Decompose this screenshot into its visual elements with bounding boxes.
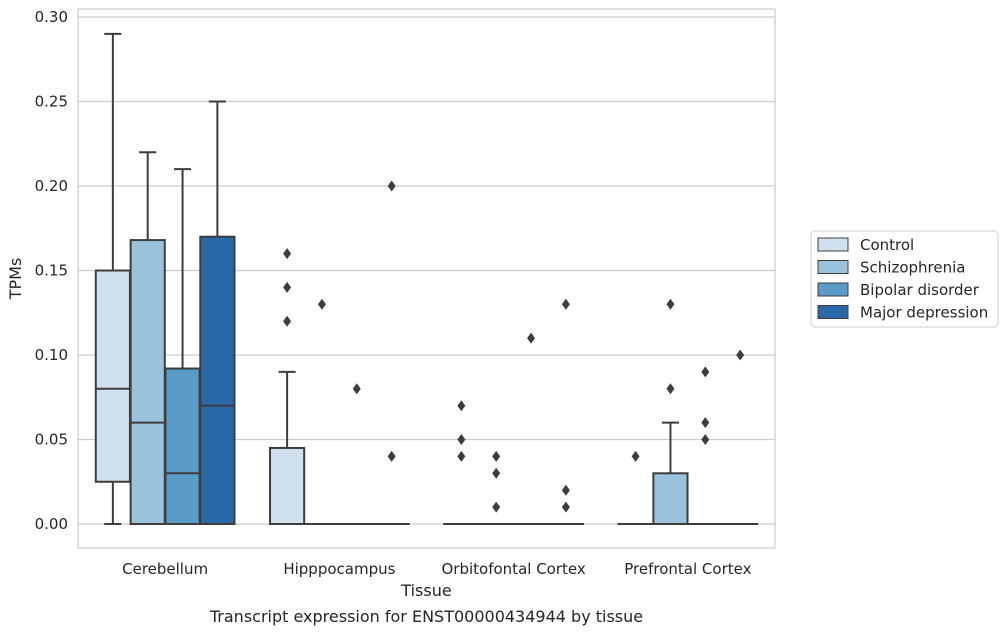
box-1-3: [373, 180, 410, 526]
box-3-2: [687, 366, 724, 526]
y-tick-label: 0.15: [35, 262, 68, 280]
outlier-point: [492, 450, 501, 462]
outlier-point: [457, 400, 466, 412]
box-1-0: [269, 248, 306, 526]
outlier-point: [352, 383, 361, 395]
outlier-point: [387, 450, 396, 462]
y-tick-label: 0.25: [35, 93, 68, 111]
outlier-point: [283, 315, 292, 327]
box-body: [199, 235, 236, 525]
legend-label: Schizophrenia: [860, 259, 965, 277]
y-tick-label: 0.10: [35, 346, 68, 364]
box-3-3: [722, 349, 759, 526]
outlier-point: [492, 501, 501, 513]
x-tick-label: Orbitofontal Cortex: [442, 560, 586, 578]
y-tick-label: 0.00: [35, 515, 68, 533]
x-tick-label: Cerebellum: [122, 560, 208, 578]
x-axis-label: Tissue: [400, 581, 451, 600]
y-ticks: 0.00 0.05 0.10 0.15 0.20 0.25 0.30: [35, 8, 68, 533]
box-0-1: [129, 151, 166, 526]
outlier-point: [457, 450, 466, 462]
chart-caption: Transcript expression for ENST0000043494…: [209, 607, 643, 626]
outlier-point: [457, 434, 466, 445]
legend: Control Schizophrenia Bipolar disorder Majo…: [810, 230, 999, 328]
legend-frame: [810, 230, 999, 328]
box-1-2: [338, 383, 375, 526]
box-body: [129, 239, 166, 526]
box-2-0: [443, 400, 480, 526]
box-0-0: [94, 32, 131, 525]
legend-label: Control: [860, 236, 914, 254]
outlier-point: [701, 417, 710, 429]
outlier-point: [317, 298, 326, 310]
legend-label: Major depression: [860, 304, 988, 322]
x-tick-label: Hipppocampus: [283, 560, 395, 578]
box-3-1: [652, 298, 689, 525]
x-ticks: Cerebellum Hipppocampus Orbitofontal Corte…: [122, 560, 751, 578]
y-tick-label: 0.30: [35, 8, 68, 26]
box-1-1: [303, 298, 341, 526]
outlier-point: [283, 281, 292, 293]
legend-label: Bipolar disorder: [860, 281, 980, 299]
legend-swatch: [817, 282, 849, 297]
box-body: [94, 269, 131, 483]
y-tick-label: 0.05: [35, 431, 68, 449]
outlier-point: [561, 298, 570, 310]
box-body: [269, 446, 306, 526]
legend-swatch: [817, 260, 849, 274]
box-2-2: [512, 332, 550, 526]
y-axis-label: TPMs: [6, 258, 25, 301]
box-2-1: [478, 450, 515, 526]
outlier-point: [492, 467, 501, 479]
box-0-2: [164, 168, 201, 525]
y-tick-label: 0.20: [35, 177, 68, 195]
boxes: [94, 32, 759, 526]
outlier-point: [561, 484, 570, 496]
box-3-0: [617, 450, 654, 526]
outlier-point: [736, 349, 745, 361]
outlier-point: [387, 180, 396, 192]
outlier-point: [283, 248, 292, 260]
outlier-point: [666, 298, 675, 310]
box-body: [652, 472, 689, 525]
outlier-point: [666, 383, 675, 395]
outlier-point: [701, 434, 710, 445]
box-body: [164, 367, 201, 525]
legend-swatch: [817, 305, 849, 319]
outlier-point: [527, 332, 536, 344]
outlier-point: [561, 501, 570, 513]
outlier-point: [701, 366, 710, 378]
x-tick-label: Prefrontal Cortex: [624, 560, 751, 578]
plot-frame: [77, 8, 776, 549]
outlier-point: [631, 450, 640, 462]
box-2-3: [547, 298, 584, 526]
legend-swatch: [817, 237, 849, 252]
box-0-3: [199, 100, 236, 525]
